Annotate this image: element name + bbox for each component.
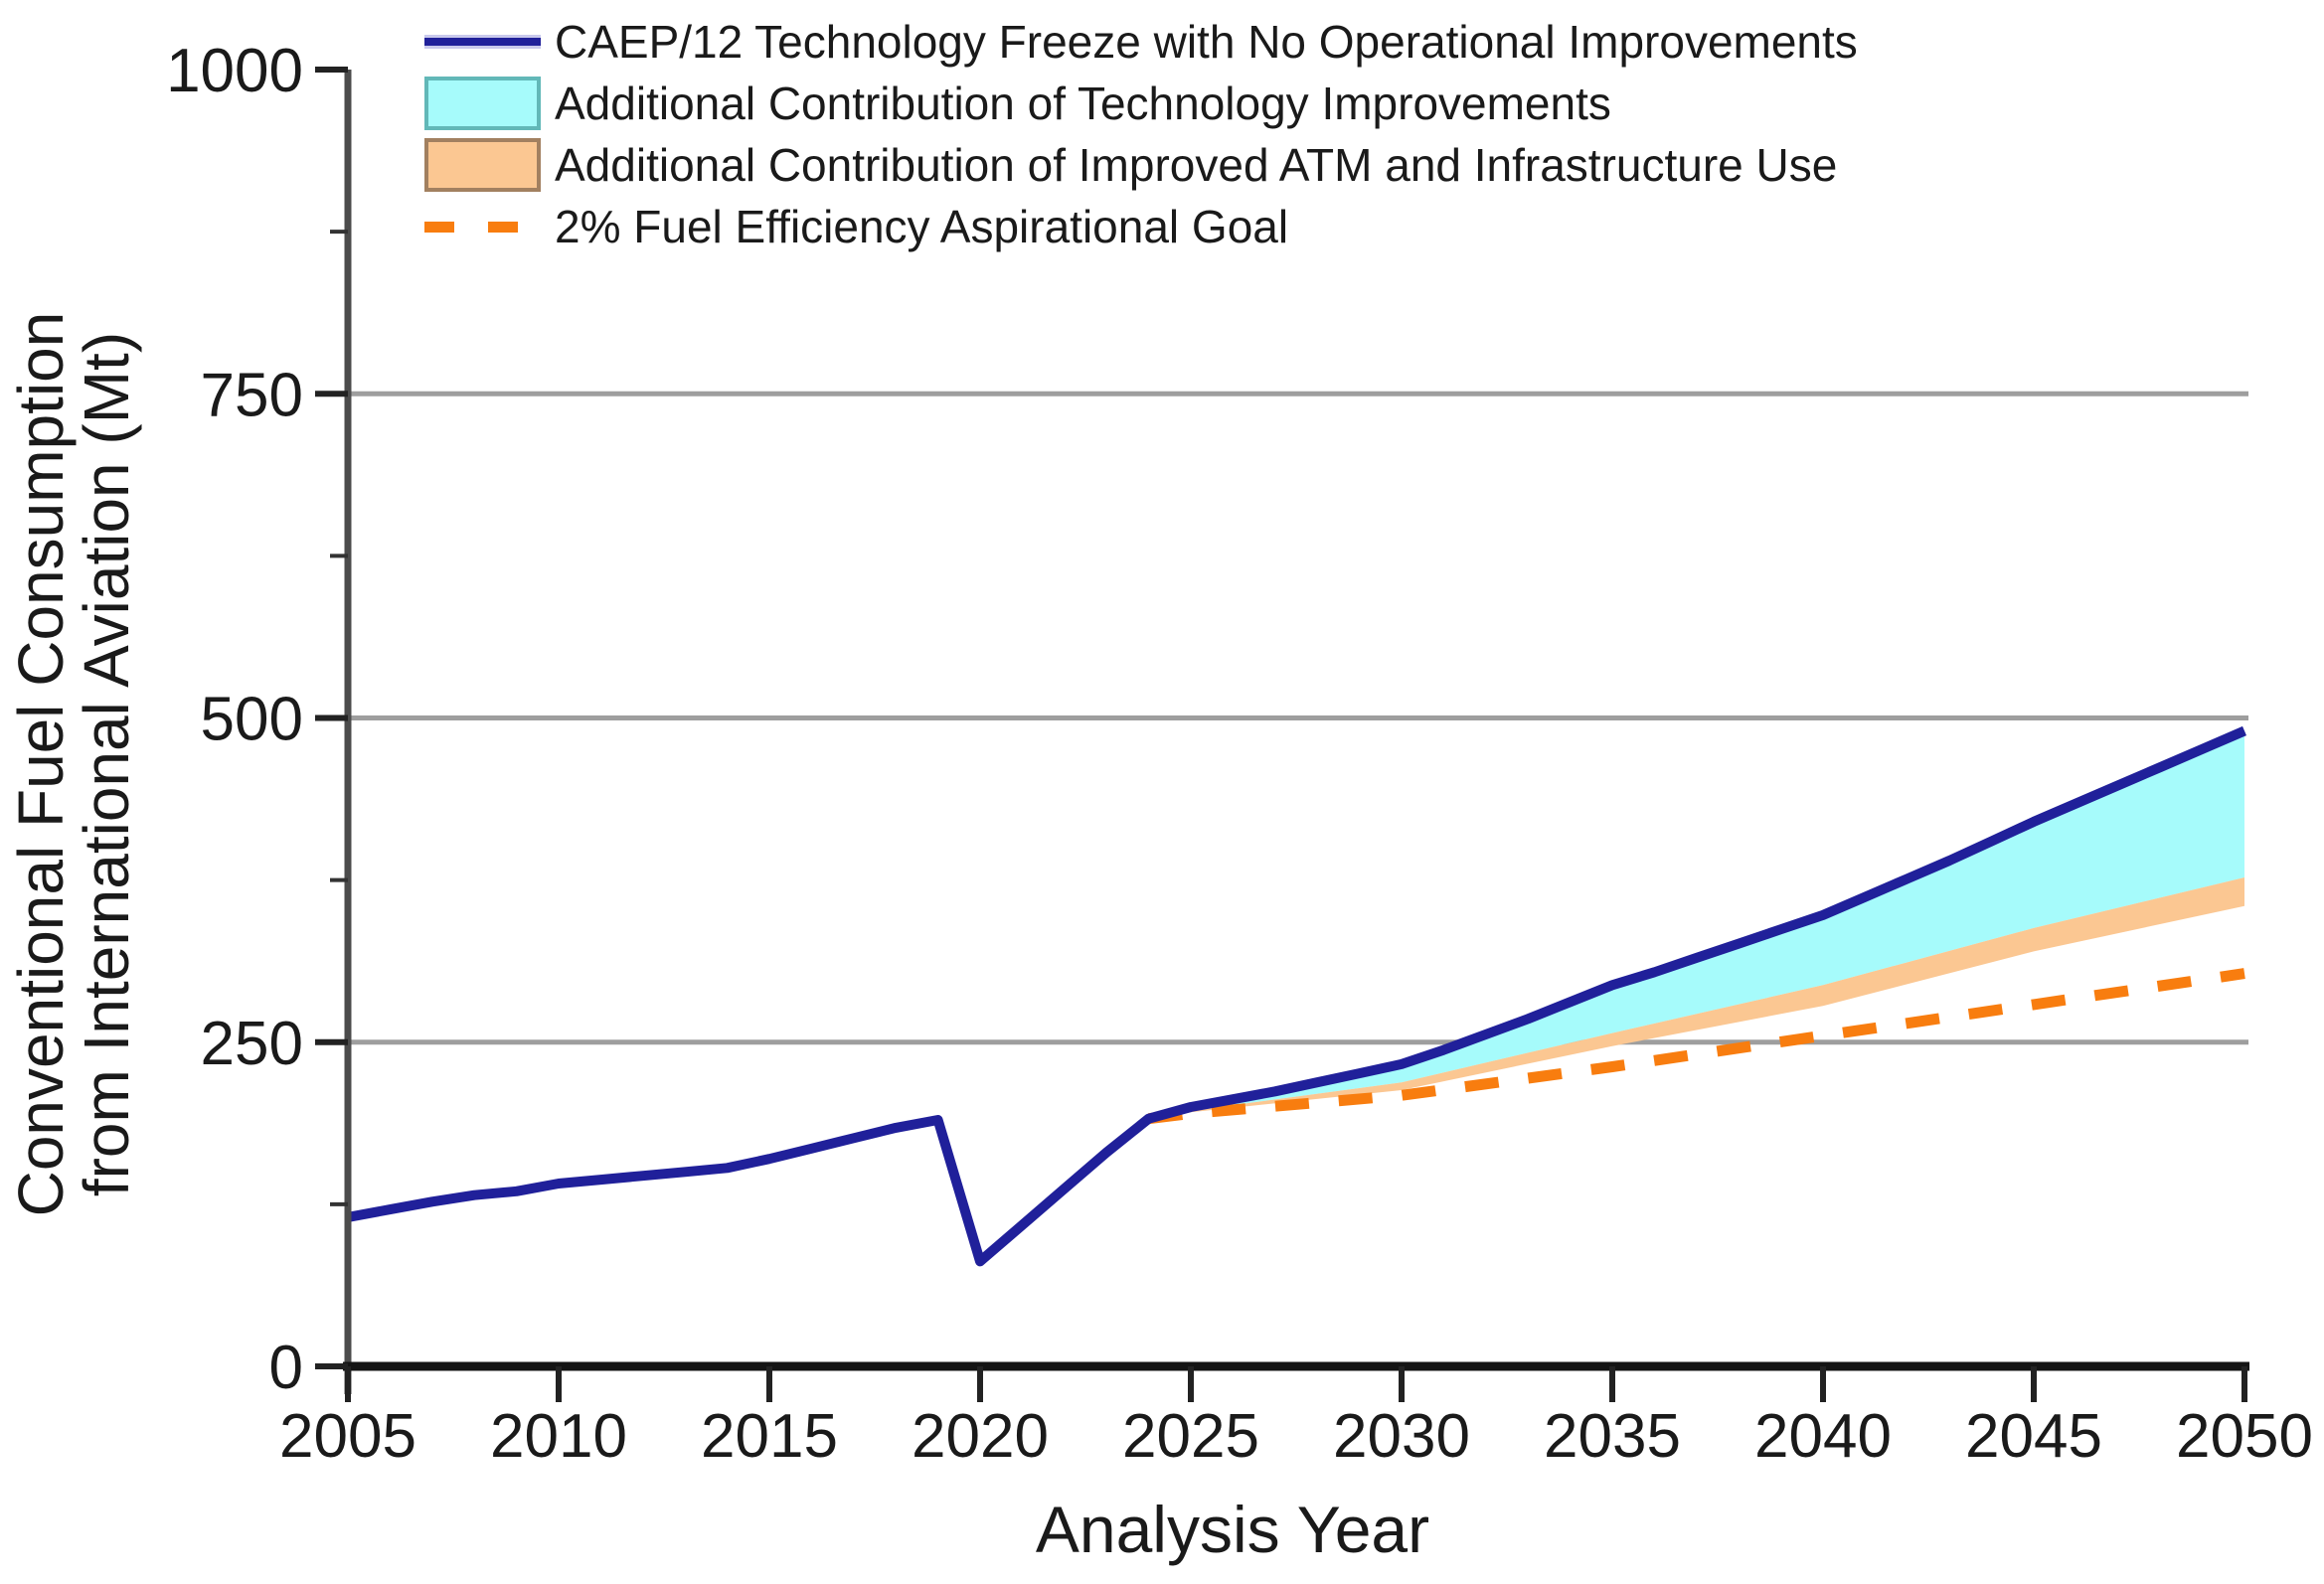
goal-dashed-line	[1147, 968, 2245, 1125]
y-axis-title-line2: from International Aviation (Mt)	[71, 331, 142, 1197]
technology-improvements-area	[1148, 730, 2244, 1119]
legend-item-freeze: CAEP/12 Technology Freeze with No Operat…	[424, 11, 1858, 73]
x-tick-label-2015: 2015	[701, 1402, 838, 1471]
x-tick-label-2025: 2025	[1122, 1402, 1259, 1471]
legend-swatch-technology-area	[424, 77, 541, 130]
y-tick-label-500: 500	[201, 686, 303, 754]
legend: CAEP/12 Technology Freeze with No Operat…	[424, 11, 1858, 257]
legend-label-atm: Additional Contribution of Improved ATM …	[555, 139, 1838, 191]
legend-swatch-atm-area	[424, 138, 541, 192]
y-tick-label-0: 0	[269, 1334, 303, 1402]
freeze-line	[347, 725, 2246, 1267]
y-axis-title: Conventional Fuel Consumption from Inter…	[5, 257, 147, 1271]
legend-item-atm: Additional Contribution of Improved ATM …	[424, 134, 1858, 196]
x-tick-label-2030: 2030	[1333, 1402, 1470, 1471]
x-axis-title: Analysis Year	[1035, 1493, 1430, 1566]
legend-label-technology: Additional Contribution of Technology Im…	[555, 78, 1611, 129]
x-tick-label-2005: 2005	[279, 1402, 416, 1471]
x-tick-label-2050: 2050	[2176, 1402, 2313, 1471]
legend-swatch-freeze-line	[424, 35, 541, 49]
legend-label-goal: 2% Fuel Efficiency Aspirational Goal	[555, 201, 1289, 252]
legend-item-goal: 2% Fuel Efficiency Aspirational Goal	[424, 196, 1858, 257]
x-tick-label-2035: 2035	[1544, 1402, 1681, 1471]
y-tick-label-250: 250	[201, 1010, 303, 1078]
legend-item-technology: Additional Contribution of Technology Im…	[424, 73, 1858, 134]
y-axis-title-line1: Conventional Fuel Consumption	[5, 311, 77, 1217]
x-tick-label-2010: 2010	[490, 1402, 627, 1471]
y-tick-label-750: 750	[201, 361, 303, 429]
legend-label-freeze: CAEP/12 Technology Freeze with No Operat…	[555, 16, 1858, 68]
x-tick-label-2020: 2020	[912, 1402, 1049, 1471]
legend-swatch-goal-dashed-line	[424, 221, 541, 233]
x-tick-label-2040: 2040	[1754, 1402, 1892, 1471]
y-tick-label-1000: 1000	[166, 37, 303, 105]
x-tick-label-2045: 2045	[1965, 1402, 2102, 1471]
